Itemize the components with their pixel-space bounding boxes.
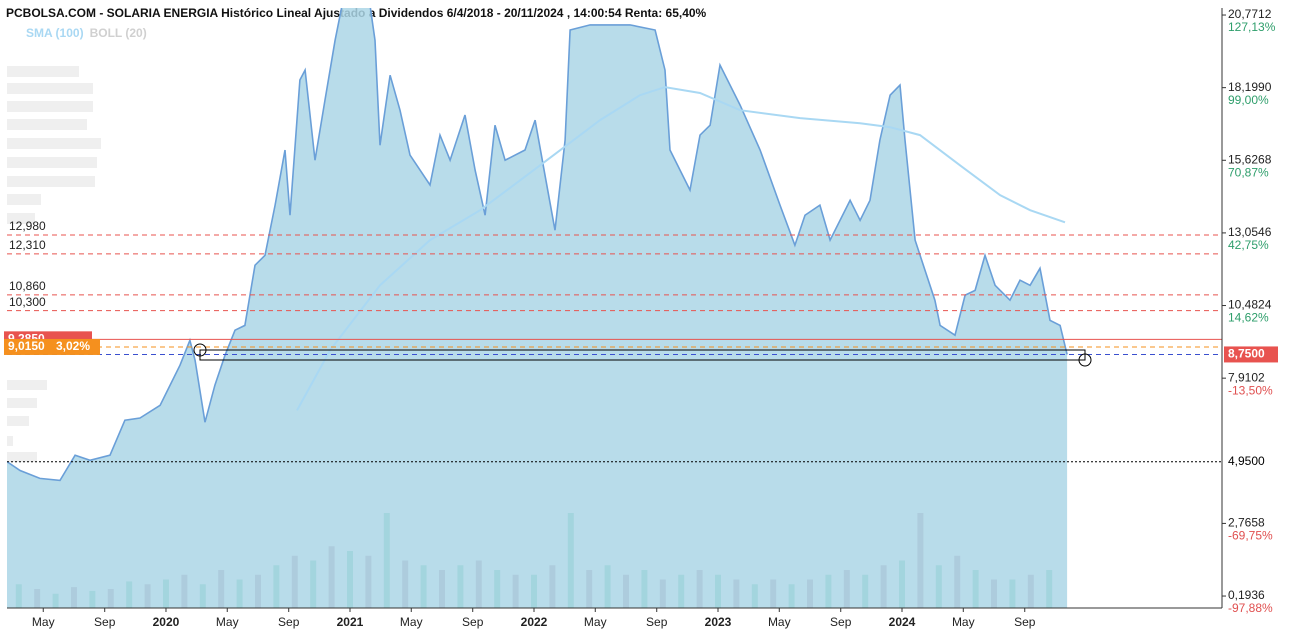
order-book-shading [7, 66, 101, 462]
y2-tick-label: -13,50% [1228, 383, 1273, 397]
y-tick-label: 10,4824 [1228, 298, 1272, 312]
level-label: 4,9500 [1228, 454, 1265, 468]
y-tick-label: 13,0546 [1228, 225, 1272, 239]
plot-area [7, 8, 1222, 608]
x-tick-label: May [584, 615, 607, 629]
y2-tick-label: 70,87% [1228, 165, 1269, 179]
y2-tick-label: 42,75% [1228, 238, 1269, 252]
legend-entry: BOLL (20) [90, 26, 147, 40]
level-label: 9,0150 [8, 339, 45, 353]
y2-tick-label: -69,75% [1228, 529, 1273, 543]
x-tick-label: 2024 [889, 615, 916, 629]
x-tick-label: Sep [830, 615, 852, 629]
level-label: 12,310 [9, 238, 46, 252]
y2-tick-label: -97,88% [1228, 601, 1273, 615]
level-badge [1224, 346, 1278, 363]
level-change: 3,02% [56, 339, 90, 353]
legend-entry: SMA (100) [26, 26, 84, 40]
drawing-annotation [193, 343, 1092, 367]
level-badge [4, 338, 100, 355]
indicator-line [296, 86, 1066, 411]
y-tick-label: 20,7712 [1228, 7, 1272, 21]
x-tick-label: 2021 [337, 615, 364, 629]
y-tick-label: 18,1990 [1228, 80, 1272, 94]
y2-tick-label: 14,62% [1228, 311, 1269, 325]
level-label: 8,7500 [1228, 347, 1265, 361]
x-tick-label: 2022 [521, 615, 548, 629]
x-tick-label: May [768, 615, 791, 629]
y-tick-label: 0,1936 [1228, 588, 1265, 602]
x-tick-label: May [952, 615, 975, 629]
price-area [7, 8, 1068, 608]
y-tick-label: 15,6268 [1228, 152, 1272, 166]
x-tick-label: Sep [94, 615, 116, 629]
x-tick-label: May [32, 615, 55, 629]
x-tick-label: May [216, 615, 239, 629]
y2-tick-label: 127,13% [1228, 20, 1276, 34]
y2-tick-label: 99,00% [1228, 93, 1269, 107]
x-tick-label: Sep [646, 615, 668, 629]
x-tick-label: 2020 [153, 615, 180, 629]
y-tick-label: 7,9102 [1228, 370, 1265, 384]
x-tick-label: Sep [462, 615, 484, 629]
level-label: 10,300 [9, 295, 46, 309]
x-tick-label: 2023 [705, 615, 732, 629]
price-line [7, 8, 1068, 482]
x-tick-label: Sep [1014, 615, 1036, 629]
level-label: 12,980 [9, 219, 46, 233]
x-tick-label: May [400, 615, 423, 629]
y-tick-label: 2,7658 [1228, 516, 1265, 530]
level-label: 10,860 [9, 279, 46, 293]
x-tick-label: Sep [278, 615, 300, 629]
